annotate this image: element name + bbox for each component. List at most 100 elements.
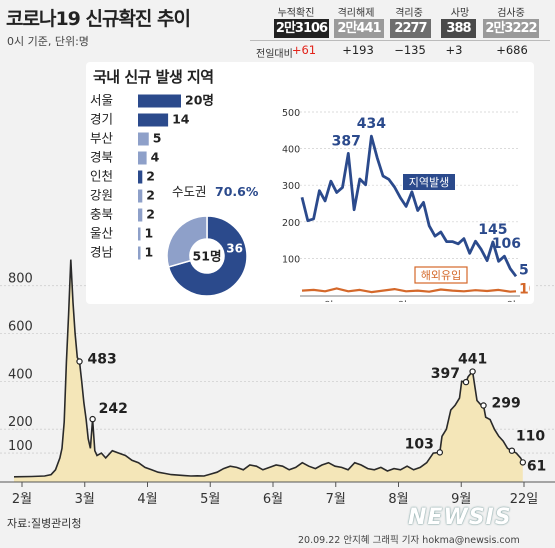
local-series-line — [300, 134, 518, 278]
main-y-tick-label: 800 — [8, 272, 33, 287]
main-x-tick-label: 7월 — [326, 492, 346, 507]
overseas-series-label: 해외유입 — [421, 268, 461, 282]
region-value-label: 1 — [145, 245, 154, 260]
line-x-tick-label: 9.1일 — [382, 300, 407, 302]
main-peak-label: 103 — [405, 436, 434, 452]
inset-title: 국내 신규 발생 지역 — [93, 68, 214, 86]
region-bar — [138, 208, 143, 222]
region-label: 경기 — [90, 112, 113, 127]
region-label: 서울 — [90, 93, 113, 108]
donut-slice-label: 36 — [226, 241, 243, 255]
main-x-tick-label: 2월 — [12, 492, 32, 507]
donut-slice — [167, 215, 248, 297]
main-peak-dot — [76, 358, 83, 365]
main-y-tick-label: 100 — [8, 439, 33, 454]
region-value-label: 20명 — [185, 93, 214, 108]
donut-percent: 70.6% — [215, 184, 259, 199]
region-value-label: 4 — [151, 150, 160, 165]
main-x-ticks: 2월 3월 4월 5월 6월 7월 8월 9월 22일 — [12, 482, 538, 507]
region-value-label: 1 — [145, 226, 154, 241]
main-y-tick-label: 200 — [8, 415, 33, 430]
region-bar — [138, 132, 149, 146]
region-bar — [138, 94, 181, 108]
main-area-fill — [14, 259, 523, 482]
main-peak-label: 397 — [431, 366, 460, 382]
local-series-label: 지역발생 — [409, 176, 449, 189]
main-peak-label: 299 — [492, 396, 521, 412]
line-x-tick-label: 22일 — [494, 300, 516, 302]
line-y-tick-label: 300 — [282, 181, 300, 192]
stat-change: +61 — [291, 43, 317, 57]
line-value-label: 434 — [357, 116, 386, 132]
stat-change: +3 — [445, 43, 463, 57]
main-x-tick-label: 9월 — [451, 492, 471, 507]
stat-value-cumulative: 2만3106 — [274, 19, 329, 38]
main-peak-dots — [76, 358, 527, 466]
region-bar — [138, 189, 143, 203]
stat-change: +193 — [342, 43, 374, 57]
region-label: 인천 — [90, 169, 113, 184]
stat-value-deaths: 388 — [441, 19, 476, 38]
stat-value-released: 2만441 — [334, 19, 384, 38]
stat-label: 격리중 — [395, 8, 423, 19]
overseas-series-line — [301, 287, 517, 294]
donut-title: 수도권 — [172, 184, 207, 199]
donut-total: 51명 — [193, 249, 222, 264]
stat-label: 검사중 — [497, 8, 525, 19]
region-label: 강원 — [90, 188, 113, 203]
line-value-label: 145 — [478, 222, 507, 238]
main-peak-dot — [436, 449, 444, 456]
main-y-tick-label: 400 — [8, 367, 33, 382]
line-y-tick-label: 200 — [282, 218, 300, 229]
newsis-logo: NEWSIS — [408, 505, 512, 530]
main-x-tick-label: 6월 — [263, 492, 283, 507]
stat-value-isolated: 2277 — [390, 19, 431, 38]
region-label: 충북 — [90, 207, 113, 222]
main-peak-label: 110 — [516, 429, 545, 445]
line-y-tick-label: 100 — [282, 254, 300, 265]
source-note: 자료:질병관리청 — [7, 517, 82, 530]
region-bar — [138, 170, 143, 184]
main-peak-label: 242 — [99, 401, 128, 417]
main-peak-label: 483 — [88, 352, 117, 368]
page-title: 코로나19 신규확진 추이 — [6, 8, 191, 30]
region-bar — [138, 246, 141, 260]
stat-divider — [250, 40, 550, 41]
region-bar — [138, 113, 169, 127]
line-value-label: 387 — [332, 133, 361, 149]
stat-change: +686 — [496, 43, 528, 57]
region-label: 경남 — [90, 245, 114, 260]
region-value-label: 2 — [146, 207, 155, 222]
line-x-tick-label: 8.16일 — [302, 300, 333, 302]
main-peak-dot — [469, 368, 476, 375]
main-y-tick-label: 600 — [8, 320, 33, 335]
chart-subtitle: 0시 기준, 단위:명 — [7, 35, 89, 48]
line-value-label: 10 — [519, 281, 530, 297]
region-label: 부산 — [90, 131, 114, 146]
main-x-tick-label: 4월 — [137, 492, 157, 507]
main-peak-dot — [508, 447, 516, 454]
change-label: 전일대비 — [256, 49, 293, 60]
line-y-tick-label: 500 — [282, 108, 300, 119]
stat-value-testing: 2만3222 — [483, 19, 539, 38]
main-x-tick-label: 8월 — [388, 492, 408, 507]
region-bar — [138, 151, 147, 165]
local-series-tag — [403, 174, 455, 190]
region-value-label: 14 — [172, 112, 190, 127]
line-value-label: 106 — [492, 236, 521, 252]
main-peak-dot — [89, 415, 96, 423]
stat-change: −135 — [394, 43, 426, 57]
region-value-label: 5 — [153, 131, 162, 146]
main-peak-label: 441 — [458, 352, 487, 368]
main-y-ticks: 100 200 400 600 800 — [8, 272, 33, 454]
region-label: 울산 — [90, 226, 114, 241]
overseas-series-tag — [414, 266, 468, 284]
region-value-label: 2 — [146, 188, 155, 203]
stat-label: 격리해제 — [337, 8, 375, 19]
region-bar — [138, 227, 141, 241]
stat-label: 누적확진 — [277, 8, 315, 19]
main-x-tick-label: 3월 — [75, 492, 95, 507]
